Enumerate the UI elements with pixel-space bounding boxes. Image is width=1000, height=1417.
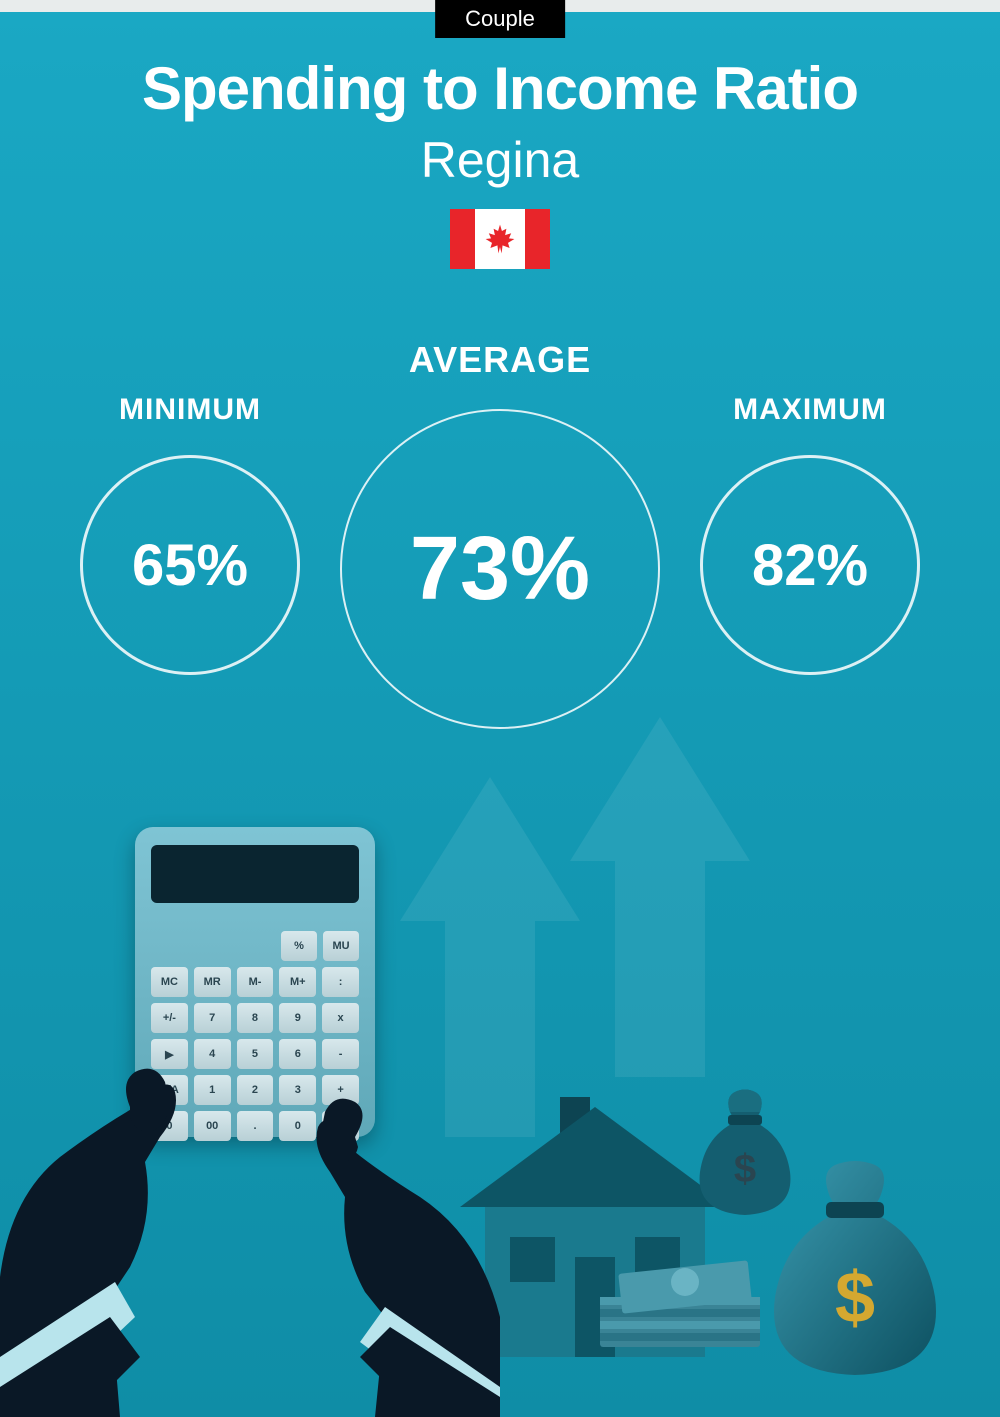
stat-circle-minimum: 65%	[80, 455, 300, 675]
flag-red-left	[450, 209, 475, 269]
canada-flag-icon	[450, 209, 550, 269]
arrow-up-icon	[570, 717, 750, 1077]
flag-red-right	[525, 209, 550, 269]
stat-average: AVERAGE 73%	[340, 339, 660, 729]
header: Spending to Income Ratio Regina	[0, 54, 1000, 269]
stat-circle-average: 73%	[340, 409, 660, 729]
svg-text:$: $	[835, 1258, 875, 1338]
illustration-area: $ $ % MU MCMRM-M+:+/-789x▶456-C/A123+000…	[0, 777, 1000, 1417]
svg-text:$: $	[734, 1147, 756, 1191]
page-title: Spending to Income Ratio	[0, 54, 1000, 123]
stat-label-minimum: MINIMUM	[119, 393, 261, 427]
maple-leaf-icon	[484, 223, 516, 255]
hands-holding-icon	[0, 797, 500, 1417]
stat-maximum: MAXIMUM 82%	[700, 393, 920, 675]
moneybag-large-icon: $	[760, 1157, 950, 1377]
stat-label-average: AVERAGE	[409, 339, 591, 381]
stat-minimum: MINIMUM 65%	[80, 393, 300, 675]
flag-white-center	[475, 209, 525, 269]
stat-circle-maximum: 82%	[700, 455, 920, 675]
cash-stack-icon	[590, 1227, 770, 1357]
stat-label-maximum: MAXIMUM	[733, 393, 887, 427]
stats-row: MINIMUM 65% AVERAGE 73% MAXIMUM 82%	[0, 339, 1000, 729]
city-name: Regina	[0, 131, 1000, 189]
category-badge: Couple	[435, 0, 565, 38]
